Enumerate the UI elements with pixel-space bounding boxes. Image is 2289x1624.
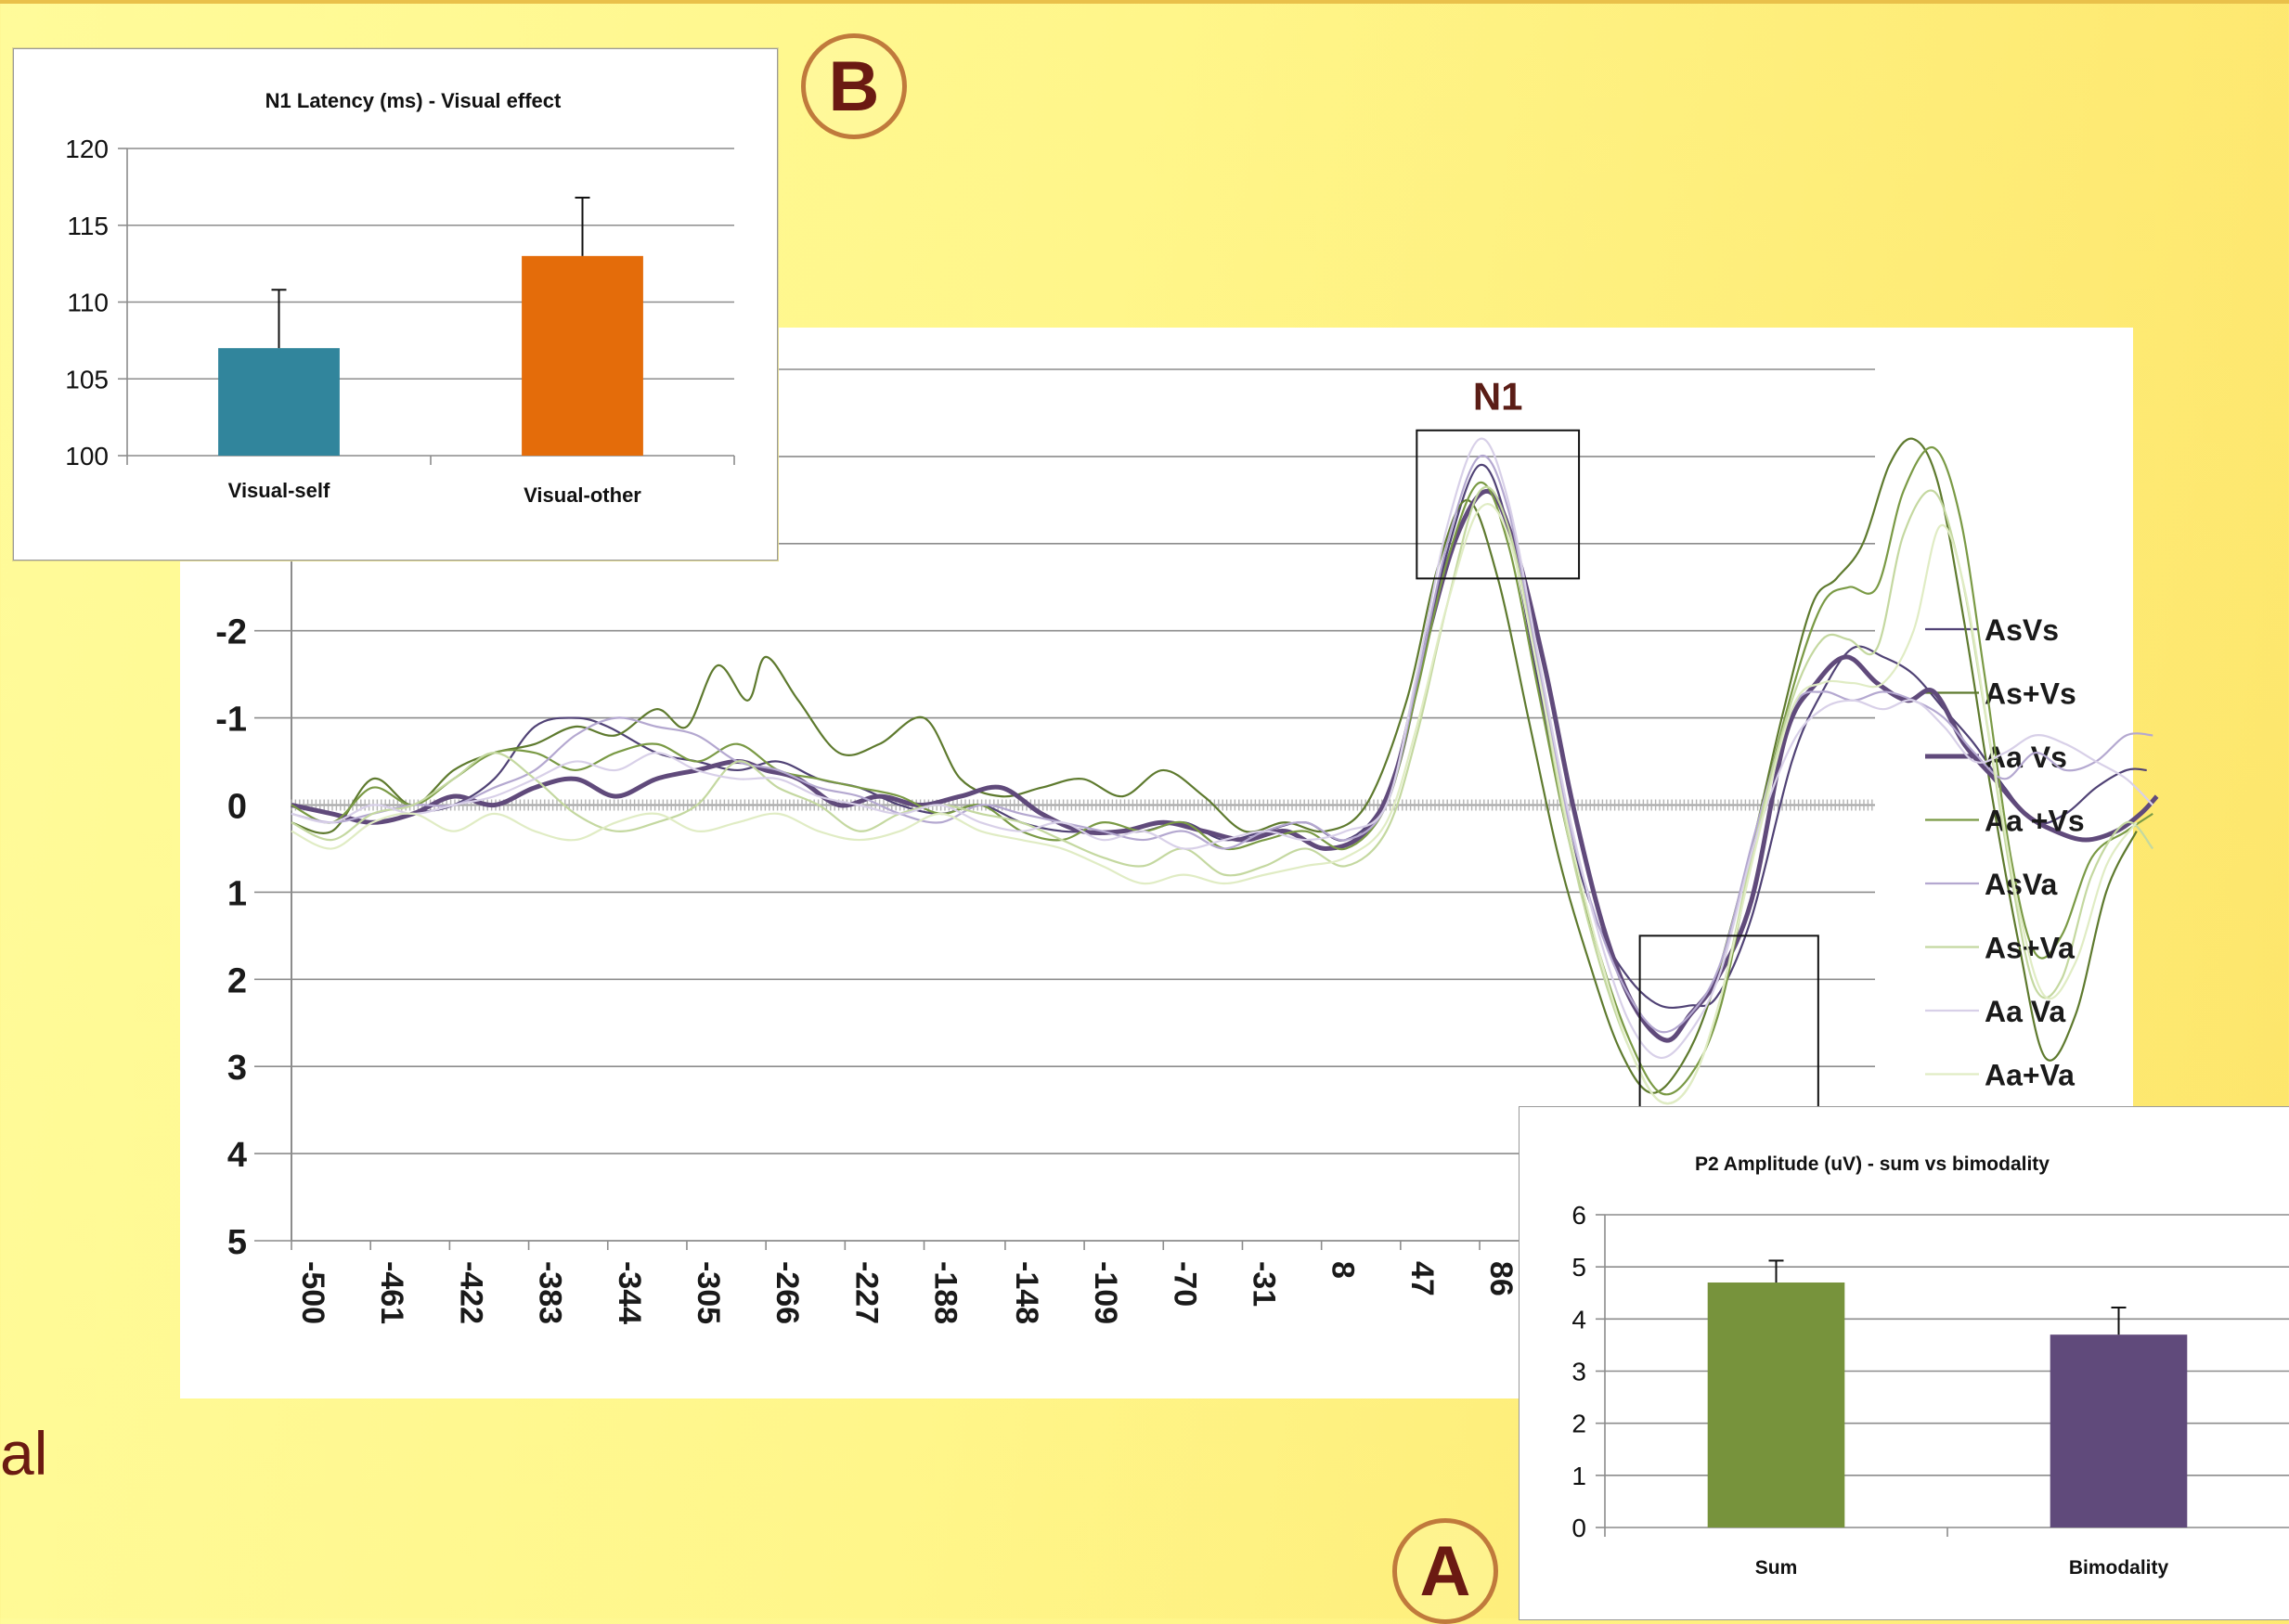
legend-label: As+Vs	[1985, 677, 2076, 711]
x-tick-label: 8	[1326, 1261, 1361, 1279]
x-tick-label: -305	[691, 1261, 726, 1324]
series-line-5	[291, 454, 2153, 1034]
n1-latency-chart-panel: N1 Latency (ms) - Visual effect 100 105 110…	[13, 48, 778, 561]
top-border-line	[0, 0, 2289, 4]
series-line-3	[291, 488, 2159, 1043]
y-tick-label: 4	[1571, 1305, 1586, 1334]
y-tick-label: -2	[215, 613, 247, 652]
bar-2	[2050, 1334, 2188, 1527]
legend-label: AsVa	[1985, 868, 2057, 901]
x-tick-label: -500	[295, 1261, 330, 1324]
erp-chart-panel: -2 -1 0 1 2 3 4 5 -500 -461 -422 -383 -344 -305 -266 -2…	[180, 328, 2159, 1398]
x-tick-label: -227	[848, 1261, 884, 1324]
y-tick-label: 1	[227, 874, 247, 913]
cropped-al-text: al	[0, 1419, 48, 1488]
series-line-6	[291, 485, 2154, 1105]
x-tick-label: 86	[1483, 1261, 1519, 1296]
series-line-2	[291, 437, 2138, 1094]
chart-title: N1 Latency (ms) - Visual effect	[265, 89, 562, 112]
x-tick-label: -188	[928, 1261, 963, 1324]
y-tick-label: 2	[227, 961, 247, 1000]
legend-label: Aa+Va	[1985, 1059, 2075, 1092]
x-tick-label: -422	[453, 1261, 488, 1324]
legend-label: Aa Va	[1985, 995, 2065, 1028]
bar-1	[218, 348, 340, 456]
y-tick-label: 5	[227, 1223, 247, 1262]
panel-b-badge: B	[801, 33, 907, 139]
x-tick-label: -31	[1246, 1261, 1281, 1307]
y-tick-label: 1	[1571, 1462, 1586, 1490]
y-tick-label: 0	[227, 788, 247, 827]
annotation-box	[1416, 429, 1581, 580]
y-tick-label: 3	[227, 1049, 247, 1088]
category-label: Bimodality	[2069, 1557, 2169, 1579]
series-line-8	[291, 503, 2138, 1105]
y-tick-label: 6	[1571, 1201, 1586, 1230]
panel-a-badge: A	[1392, 1518, 1498, 1624]
x-tick-label: -109	[1088, 1261, 1123, 1324]
bar-2	[522, 255, 643, 456]
y-tick-label: 4	[227, 1136, 247, 1175]
bar-1	[1707, 1282, 1845, 1527]
x-tick-label: 47	[1404, 1261, 1440, 1296]
p2-amplitude-chart-panel: P2 Amplitude (uV) - sum vs bimodality 0 1 2…	[1519, 1106, 2289, 1620]
x-tick-label: -383	[533, 1261, 568, 1324]
annotation-label: N1	[1473, 375, 1523, 419]
x-tick-label: -461	[374, 1261, 409, 1324]
series-line-4	[291, 445, 2153, 1096]
x-tick-label: -266	[769, 1261, 805, 1324]
y-tick-label: 115	[67, 212, 109, 240]
y-tick-label: 2	[1571, 1410, 1586, 1438]
p2-amplitude-bar-chart: P2 Amplitude (uV) - sum vs bimodality 0 1 2…	[1571, 1154, 2289, 1579]
chart-title: P2 Amplitude (uV) - sum vs bimodality	[1695, 1154, 2050, 1175]
series-line-7	[291, 437, 2154, 1059]
y-tick-label: 110	[67, 289, 109, 317]
y-tick-label: -1	[215, 701, 247, 740]
category-label: Visual-self	[228, 479, 330, 502]
y-tick-label: 105	[65, 365, 109, 393]
category-label: Visual-other	[524, 483, 641, 507]
x-tick-label: -148	[1009, 1261, 1044, 1324]
legend-label: AsVs	[1985, 613, 2059, 647]
n1-latency-bar-chart: N1 Latency (ms) - Visual effect 100 105 110…	[65, 89, 735, 507]
x-tick-label: -344	[612, 1261, 647, 1324]
category-label: Sum	[1755, 1557, 1798, 1579]
x-tick-label: -70	[1167, 1261, 1202, 1307]
y-tick-label: 5	[1571, 1253, 1586, 1282]
y-tick-label: 0	[1571, 1514, 1586, 1542]
y-tick-label: 100	[65, 442, 109, 470]
y-tick-label: 120	[65, 135, 109, 163]
y-tick-label: 3	[1571, 1358, 1586, 1386]
